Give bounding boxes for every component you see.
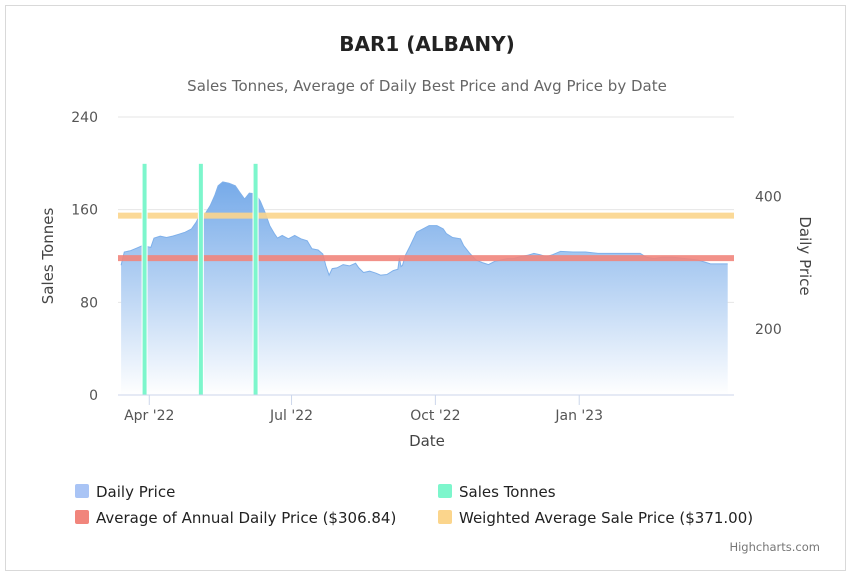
y-left-tick-label: 80 (80, 295, 98, 311)
x-tick-label: Jul '22 (269, 408, 313, 424)
x-tick-label: Oct '22 (410, 408, 460, 424)
x-tick-label: Jan '23 (554, 408, 603, 424)
legend-item-daily-price[interactable]: Daily Price (75, 483, 175, 501)
y-axis-right-title: Daily Price (796, 216, 814, 295)
legend-swatch-average-annual-price (75, 510, 89, 524)
legend-label-daily-price: Daily Price (96, 483, 175, 501)
chart-subtitle: Sales Tonnes, Average of Daily Best Pric… (187, 77, 667, 95)
legend-label-weighted-average-price: Weighted Average Sale Price ($371.00) (459, 509, 753, 527)
legend-label-average-annual-price: Average of Annual Daily Price ($306.84) (96, 509, 396, 527)
axes: 0 80 160 240 200 400 Apr '22 Jul '22 Oct '22 Jan … (71, 110, 781, 424)
legend-item-weighted-average-price[interactable]: Weighted Average Sale Price ($371.00) (438, 509, 753, 527)
legend: Daily Price Sales Tonnes Average of Annu… (75, 483, 753, 527)
y-axis-left-title: Sales Tonnes (39, 208, 57, 305)
legend-item-sales-tonnes[interactable]: Sales Tonnes (438, 483, 556, 501)
y-left-tick-label: 240 (71, 110, 98, 126)
y-left-tick-label: 160 (71, 203, 98, 219)
sales-tonnes-bar (197, 162, 204, 396)
legend-swatch-sales-tonnes (438, 484, 452, 498)
y-right-tick-label: 200 (755, 322, 782, 338)
x-axis-title: Date (409, 432, 445, 450)
legend-swatch-weighted-average-price (438, 510, 452, 524)
sales-tonnes-bar (252, 162, 259, 396)
x-tick-label: Apr '22 (124, 408, 174, 424)
y-right-tick-label: 400 (755, 189, 782, 205)
legend-item-average-annual-price[interactable]: Average of Annual Daily Price ($306.84) (75, 509, 396, 527)
y-left-tick-label: 0 (89, 388, 98, 404)
reference-lines (118, 212, 734, 262)
credits-link[interactable]: Highcharts.com (729, 540, 820, 554)
daily-price-area-fill (121, 181, 728, 395)
legend-label-sales-tonnes: Sales Tonnes (459, 483, 556, 501)
chart-title: BAR1 (ALBANY) (339, 32, 514, 56)
legend-swatch-daily-price (75, 484, 89, 498)
sales-tonnes-bar (141, 162, 148, 396)
